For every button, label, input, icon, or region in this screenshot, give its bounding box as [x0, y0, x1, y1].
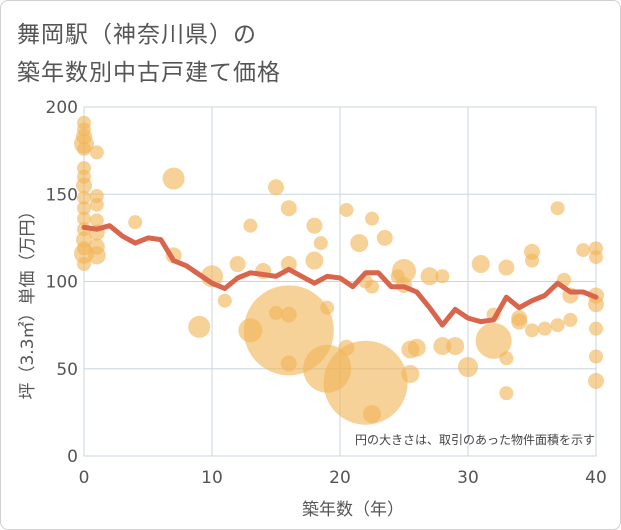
y-tick-label: 100 [46, 273, 78, 293]
bubble-point [313, 236, 328, 251]
bubble-point [76, 177, 92, 194]
bubble-point [188, 315, 211, 338]
bubble-point [305, 251, 324, 270]
chart-title-line-2: 築年数別中古戸建て価格 [17, 60, 281, 86]
x-axis-label: 築年数（年） [302, 500, 404, 520]
x-tick-label: 30 [457, 468, 479, 488]
bubble-point [550, 318, 565, 333]
bubble-point [365, 279, 379, 294]
bubble-point [280, 355, 297, 372]
x-tick-label: 10 [201, 468, 223, 488]
bubble-point [280, 200, 297, 217]
bubble-point [320, 300, 335, 315]
bubble-point [446, 337, 465, 356]
bubble-point [499, 351, 514, 366]
bubble-point [365, 211, 379, 226]
bubble-point [511, 313, 528, 330]
bubble-point [280, 256, 297, 273]
bubble-point [350, 234, 369, 253]
bubble-point [498, 259, 515, 276]
bubble-point [537, 321, 552, 336]
bubble-point [589, 349, 603, 364]
bubble-point [589, 321, 603, 336]
bubble-point [458, 357, 478, 378]
y-tick-label: 150 [46, 185, 78, 205]
bubble-point [89, 145, 104, 160]
bubble-point [420, 267, 439, 286]
bubble-point [525, 323, 539, 338]
bubble-point [363, 405, 381, 424]
bubble-point [89, 197, 104, 212]
bubble-point [89, 213, 104, 228]
bubble-point [550, 201, 565, 216]
bubble-point [162, 167, 185, 190]
bubble-point [589, 250, 603, 265]
bubble-point [128, 215, 143, 230]
bubble-point [306, 217, 323, 234]
bubble-point [77, 141, 91, 156]
bubble-point [376, 229, 393, 246]
bubble-point [435, 269, 450, 284]
bubble-point [217, 293, 232, 308]
bubble-point [229, 256, 246, 273]
bubble-point [563, 312, 578, 327]
bubble-point [471, 255, 490, 274]
bubble-point [475, 322, 512, 359]
chart-title-line-1: 舞岡駅（神奈川県）の [17, 22, 257, 48]
y-tick-label: 50 [56, 360, 78, 380]
bubble-point [588, 372, 604, 389]
bubble-point [407, 338, 426, 357]
bubble-point [525, 253, 539, 268]
bubble-point [433, 337, 452, 356]
bubble-point [392, 259, 416, 284]
bubble-point [268, 179, 284, 196]
bubble-layer [74, 115, 604, 425]
bubble-point [77, 257, 91, 272]
bubble-point [401, 364, 420, 383]
y-tick-label: 200 [46, 98, 78, 118]
y-tick-labels: 0 50 100 150 200 [46, 98, 78, 467]
x-tick-label: 0 [79, 468, 90, 488]
y-tick-label: 0 [67, 447, 78, 467]
size-note: 円の大きさは、取引のあった物件面積を示す [355, 432, 595, 447]
trend-line [81, 223, 599, 328]
bubble-point [323, 340, 408, 425]
bubble-point [576, 243, 591, 258]
bubble-point [77, 211, 91, 226]
bubble-point [499, 386, 514, 401]
bubble-point [243, 218, 258, 233]
bubble-point [87, 246, 106, 265]
bubble-point [588, 296, 604, 313]
x-tick-label: 40 [585, 468, 607, 488]
bubble-point [77, 190, 91, 205]
x-tick-label: 20 [329, 468, 351, 488]
y-axis-label: 坪（3.3㎡）単価（万円） [18, 202, 38, 399]
bubble-point [339, 202, 354, 217]
x-tick-labels: 0 10 20 30 40 [79, 468, 607, 488]
bubble-point [77, 201, 91, 216]
